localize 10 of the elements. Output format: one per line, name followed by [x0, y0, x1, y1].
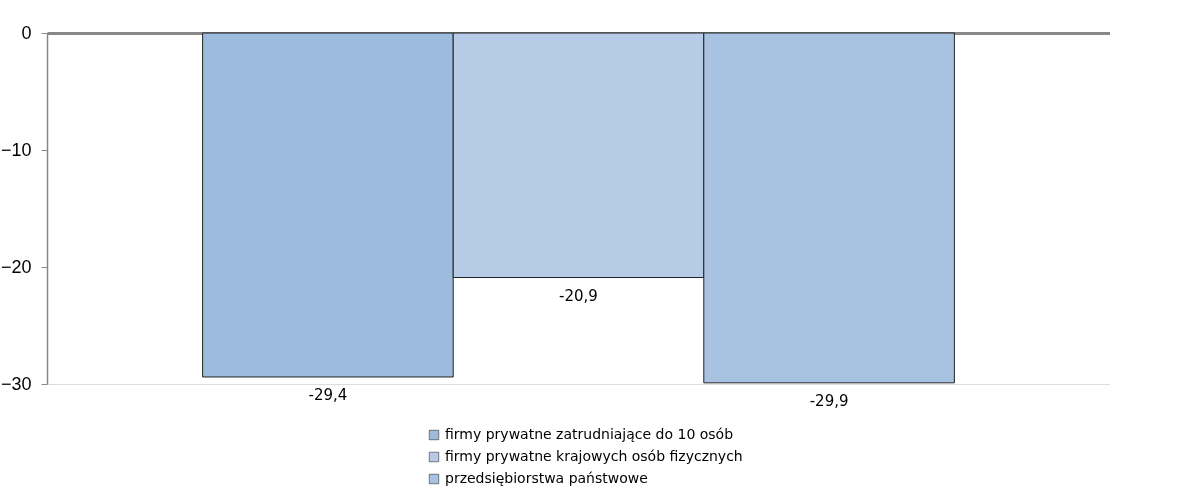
legend-label: firmy prywatne krajowych osób fizycznych	[445, 448, 743, 464]
text: -20,9	[559, 286, 598, 305]
y-tick-label: −30	[0, 373, 32, 394]
text: -29,9	[809, 391, 849, 410]
text: -29,4	[308, 385, 348, 404]
legend-label: przedsiębiorstwa państwowe	[445, 470, 648, 486]
y-tick-label: −10	[0, 139, 32, 160]
legend-label: firmy prywatne zatrudniające do 10 osób	[445, 426, 734, 442]
y-tick-label: 0	[21, 22, 32, 43]
y-tick-label: −20	[0, 256, 32, 277]
